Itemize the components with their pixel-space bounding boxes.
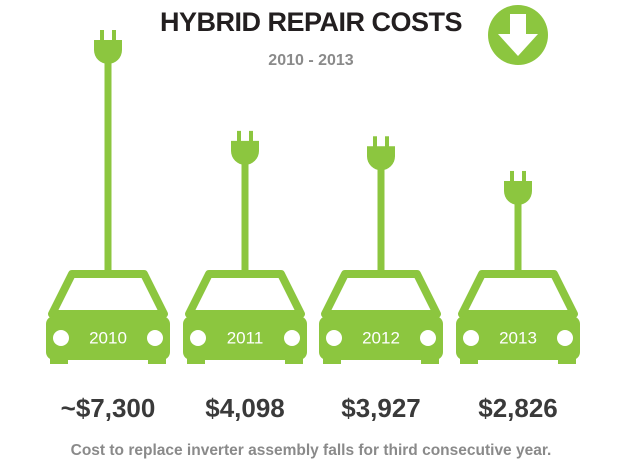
x-tick-label: 2010	[89, 328, 127, 347]
headlight	[284, 330, 300, 346]
plug	[94, 30, 122, 270]
plug-head	[504, 180, 532, 205]
headlight	[326, 330, 342, 346]
plug	[504, 170, 532, 270]
car-leg	[558, 356, 576, 364]
x-tick-label: 2013	[499, 328, 537, 347]
prong	[100, 30, 104, 42]
cord	[514, 200, 522, 270]
prong	[373, 136, 377, 149]
plug-head	[367, 146, 395, 171]
car-roof	[458, 270, 578, 318]
cord	[241, 160, 249, 270]
plug-head	[231, 140, 259, 165]
car-roof	[321, 270, 441, 318]
plug	[231, 130, 259, 270]
car-body	[319, 316, 443, 360]
plug-head	[94, 40, 122, 64]
cord	[377, 166, 385, 270]
chart-subtitle: 2010 - 2013	[268, 52, 354, 69]
car-body	[46, 316, 170, 360]
prong	[249, 130, 253, 143]
caption: Cost to replace inverter assembly falls …	[71, 442, 552, 459]
car-leg	[421, 356, 439, 364]
headlight	[53, 330, 69, 346]
car-body	[456, 316, 580, 360]
car-leg	[187, 356, 205, 364]
car-roof	[48, 270, 168, 318]
value-label: ~$7,300	[61, 393, 156, 423]
prong	[510, 170, 514, 183]
down-arrow-icon	[488, 5, 548, 65]
prong	[522, 170, 526, 183]
x-tick-label: 2011	[227, 328, 264, 347]
prong	[112, 30, 116, 42]
cord	[104, 60, 112, 270]
value-label: $4,098	[205, 393, 285, 423]
value-label: $2,826	[478, 393, 558, 423]
car-roof	[185, 270, 305, 318]
car-leg	[50, 356, 68, 364]
headlight	[190, 330, 206, 346]
x-tick-label: 2012	[362, 328, 400, 347]
car-leg	[460, 356, 478, 364]
headlight	[463, 330, 479, 346]
car-body	[183, 316, 307, 360]
chart-title: HYBRID REPAIR COSTS	[160, 7, 462, 37]
car-leg	[148, 356, 166, 364]
car-leg	[323, 356, 341, 364]
value-label: $3,927	[341, 393, 421, 423]
headlight	[147, 330, 163, 346]
headlight	[557, 330, 573, 346]
headlight	[420, 330, 436, 346]
prong	[237, 130, 241, 143]
prong	[385, 136, 389, 149]
plug	[367, 136, 395, 270]
car-leg	[285, 356, 303, 364]
